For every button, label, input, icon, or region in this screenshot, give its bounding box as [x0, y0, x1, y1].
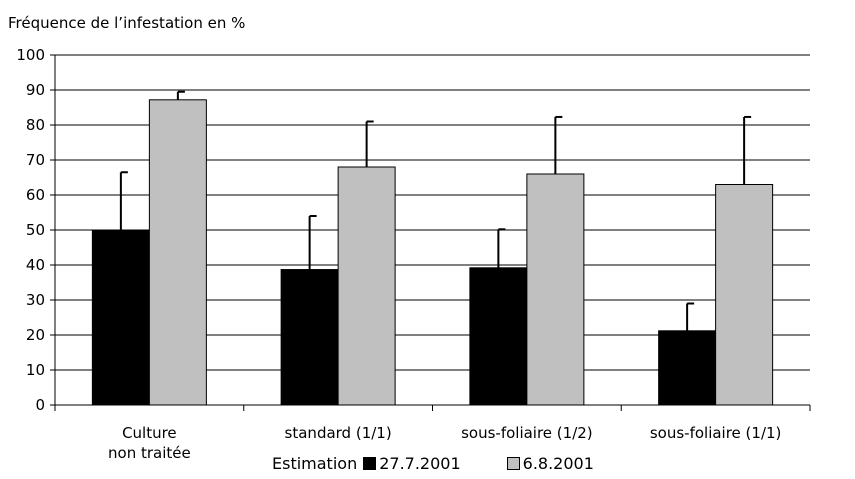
- y-tick-label: 0: [35, 396, 45, 414]
- legend-title: Estimation: [272, 454, 358, 473]
- y-tick-label: 30: [26, 291, 45, 309]
- legend-label-series-2: 6.8.2001: [522, 454, 594, 473]
- y-tick-label: 90: [26, 81, 45, 99]
- legend-item-series-1: 27.7.2001: [363, 454, 461, 473]
- x-tick-label: sous-foliaire (1/2): [461, 424, 593, 442]
- y-tick-label: 40: [26, 256, 45, 274]
- y-tick-label: 80: [26, 116, 45, 134]
- bar: [337, 166, 396, 406]
- y-tick-label: 100: [16, 46, 45, 64]
- legend-swatch-series-1: [363, 457, 377, 470]
- legend-item-series-2: 6.8.2001: [506, 454, 594, 473]
- y-tick-label: 20: [26, 326, 45, 344]
- legend-label-series-1: 27.7.2001: [379, 454, 461, 473]
- y-tick-label: 70: [26, 151, 45, 169]
- y-tick-label: 10: [26, 361, 45, 379]
- bar: [526, 173, 585, 406]
- bar: [91, 229, 150, 406]
- x-tick-label: sous-foliaire (1/1): [650, 424, 782, 442]
- bar: [715, 184, 774, 406]
- bar: [148, 99, 207, 406]
- bar: [280, 269, 339, 406]
- y-tick-label: 50: [26, 221, 45, 239]
- x-tick-label: Culture non traitée: [108, 424, 191, 462]
- y-tick-label: 60: [26, 186, 45, 204]
- y-axis-title: Fréquence de l’infestation en %: [8, 14, 246, 32]
- bar: [469, 267, 528, 406]
- bar: [658, 330, 717, 406]
- legend: Estimation 27.7.2001 6.8.2001: [272, 454, 604, 473]
- x-tick-label: standard (1/1): [285, 424, 392, 442]
- legend-swatch-series-2: [506, 457, 520, 470]
